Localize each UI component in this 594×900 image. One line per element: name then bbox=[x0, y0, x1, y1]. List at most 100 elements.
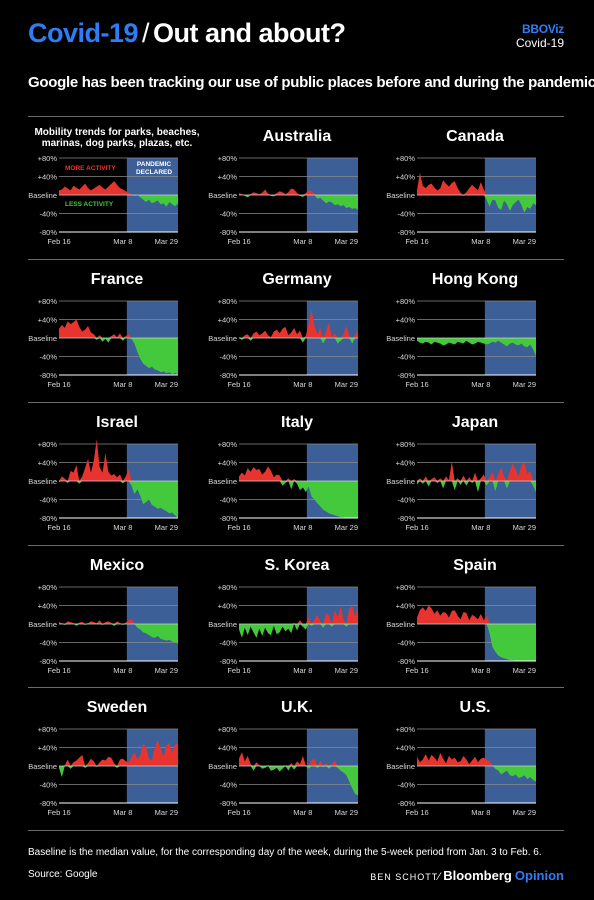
y-tick-label: +40% bbox=[38, 459, 58, 468]
y-tick-label: -80% bbox=[39, 371, 57, 380]
y-tick-label: +80% bbox=[218, 154, 238, 163]
y-tick-label: Baseline bbox=[28, 191, 57, 200]
y-tick-label: -80% bbox=[219, 228, 237, 237]
x-tick-label: Mar 29 bbox=[513, 808, 536, 817]
y-tick-label: +40% bbox=[38, 744, 58, 753]
x-tick-label: Mar 8 bbox=[113, 523, 132, 532]
x-tick-label: Mar 8 bbox=[113, 666, 132, 675]
y-tick-label: Baseline bbox=[208, 762, 237, 771]
y-tick-label: -40% bbox=[39, 781, 57, 790]
x-tick-label: Mar 8 bbox=[113, 808, 132, 817]
y-tick-label: -80% bbox=[219, 657, 237, 666]
mobility-chart: +80% +40% Baseline -40% -80%Feb 16 Mar 8 Mar 2… bbox=[386, 154, 536, 246]
more-activity-area bbox=[59, 619, 178, 624]
panel-mexico: +80% +40% Baseline -40% -80% Feb 16 Mar 8 Mar 2… bbox=[28, 547, 206, 689]
x-tick-label: Feb 16 bbox=[47, 666, 70, 675]
brand-line-2: Covid-19 bbox=[515, 36, 564, 50]
panel-france: +80% +40% Baseline -40% -80% Feb 16 Mar 8 Mar 2… bbox=[28, 261, 206, 403]
x-tick-label: Mar 8 bbox=[293, 666, 312, 675]
brand-tag: BBOViz Covid-19 bbox=[516, 22, 564, 50]
less-activity-area bbox=[239, 766, 358, 796]
x-tick-label: Feb 16 bbox=[47, 237, 70, 246]
x-tick-label: Feb 16 bbox=[227, 523, 250, 532]
more-activity-area bbox=[239, 309, 358, 338]
less-activity-area bbox=[59, 195, 178, 207]
y-tick-label: +40% bbox=[38, 602, 58, 611]
y-tick-label: -40% bbox=[39, 210, 57, 219]
y-tick-label: -80% bbox=[219, 371, 237, 380]
country-title: U.S. bbox=[459, 699, 491, 716]
y-tick-label: -80% bbox=[219, 514, 237, 523]
x-tick-label: Mar 8 bbox=[471, 237, 490, 246]
country-title: Germany bbox=[262, 271, 332, 288]
y-tick-label: Baseline bbox=[208, 477, 237, 486]
y-tick-label: Baseline bbox=[208, 191, 237, 200]
x-tick-label: Mar 8 bbox=[471, 808, 490, 817]
y-tick-label: +80% bbox=[396, 297, 416, 306]
less-activity-area bbox=[59, 338, 178, 375]
y-tick-label: -40% bbox=[39, 496, 57, 505]
mobility-chart: +80% +40% Baseline -40% -80%Feb 16 Mar 8 Mar 2… bbox=[386, 297, 536, 389]
y-tick-label: -80% bbox=[397, 799, 415, 808]
country-title: Spain bbox=[453, 557, 497, 574]
x-tick-label: Feb 16 bbox=[47, 523, 70, 532]
y-tick-label: Baseline bbox=[386, 762, 415, 771]
y-tick-label: +40% bbox=[396, 173, 416, 182]
y-tick-label: +80% bbox=[396, 725, 416, 734]
y-tick-label: Baseline bbox=[386, 477, 415, 486]
more-activity-area bbox=[417, 605, 536, 624]
y-tick-label: -40% bbox=[39, 639, 57, 648]
panel-israel: +80% +40% Baseline -40% -80% Feb 16 Mar 8 Mar 2… bbox=[28, 404, 206, 546]
y-tick-label: +80% bbox=[396, 440, 416, 449]
panel-u-s: +80% +40% Baseline -40% -80% Feb 16 Mar 8 Mar 2… bbox=[386, 689, 564, 831]
page-title: Covid-19/Out and about? bbox=[28, 18, 346, 49]
more-activity-area bbox=[417, 753, 536, 766]
less-activity-area bbox=[417, 195, 536, 213]
y-tick-label: -40% bbox=[397, 210, 415, 219]
y-tick-label: +80% bbox=[38, 583, 58, 592]
x-tick-label: Mar 29 bbox=[513, 666, 536, 675]
credit-slash: ⁄ bbox=[438, 871, 441, 883]
y-tick-label: Baseline bbox=[386, 620, 415, 629]
y-tick-label: -40% bbox=[219, 781, 237, 790]
mobility-chart: +80% +40% Baseline -40% -80%Feb 16 Mar 8 Mar 2… bbox=[28, 725, 178, 817]
mobility-chart: +80% +40% Baseline -40% -80%Feb 16 Mar 8 Mar 2… bbox=[386, 440, 536, 532]
country-title: Japan bbox=[451, 414, 499, 431]
y-tick-label: -80% bbox=[397, 514, 415, 523]
x-tick-label: Mar 29 bbox=[335, 523, 358, 532]
title-separator: / bbox=[142, 18, 150, 48]
y-tick-label: +40% bbox=[396, 316, 416, 325]
more-activity-area bbox=[239, 188, 358, 195]
x-tick-label: Mar 8 bbox=[293, 237, 312, 246]
x-tick-label: Mar 8 bbox=[471, 666, 490, 675]
y-tick-label: -40% bbox=[397, 781, 415, 790]
y-tick-label: +80% bbox=[38, 154, 58, 163]
y-tick-label: +40% bbox=[38, 316, 58, 325]
mobility-chart: +80% +40% Baseline -40% -80%Feb 16 Mar 8 Mar 2… bbox=[208, 725, 358, 817]
y-tick-label: +40% bbox=[218, 459, 238, 468]
y-tick-label: -40% bbox=[397, 353, 415, 362]
author-name: BEN SCHOTT bbox=[370, 872, 439, 882]
x-tick-label: Mar 8 bbox=[113, 237, 132, 246]
x-tick-label: Feb 16 bbox=[405, 666, 428, 675]
mobility-chart: +80% +40% Baseline -40% -80%Feb 16 Mar 8 Mar 2… bbox=[208, 583, 358, 675]
country-title: Hong Kong bbox=[431, 271, 519, 288]
y-tick-label: -40% bbox=[219, 496, 237, 505]
less-activity-area bbox=[59, 624, 178, 644]
x-tick-label: Mar 29 bbox=[155, 380, 178, 389]
baseline-footnote: Baseline is the median value, for the co… bbox=[28, 847, 542, 858]
divider bbox=[28, 116, 564, 117]
mobility-chart: +80% +40% Baseline -40% -80%Feb 16 Mar 8 Mar 2… bbox=[28, 154, 178, 246]
less-activity-area bbox=[59, 481, 178, 518]
y-tick-label: +80% bbox=[396, 583, 416, 592]
x-tick-label: Feb 16 bbox=[227, 237, 250, 246]
country-title: Mexico bbox=[89, 557, 145, 574]
y-tick-label: +80% bbox=[38, 440, 58, 449]
country-title: Italy bbox=[280, 414, 313, 431]
y-tick-label: +80% bbox=[218, 440, 238, 449]
country-title: Israel bbox=[96, 414, 138, 431]
more-activity-area bbox=[59, 740, 178, 766]
less-activity-area bbox=[239, 195, 358, 210]
panel-canada: +80% +40% Baseline -40% -80% Feb 16 Mar 8 Mar 2… bbox=[386, 118, 564, 260]
less-activity-area bbox=[59, 766, 178, 778]
